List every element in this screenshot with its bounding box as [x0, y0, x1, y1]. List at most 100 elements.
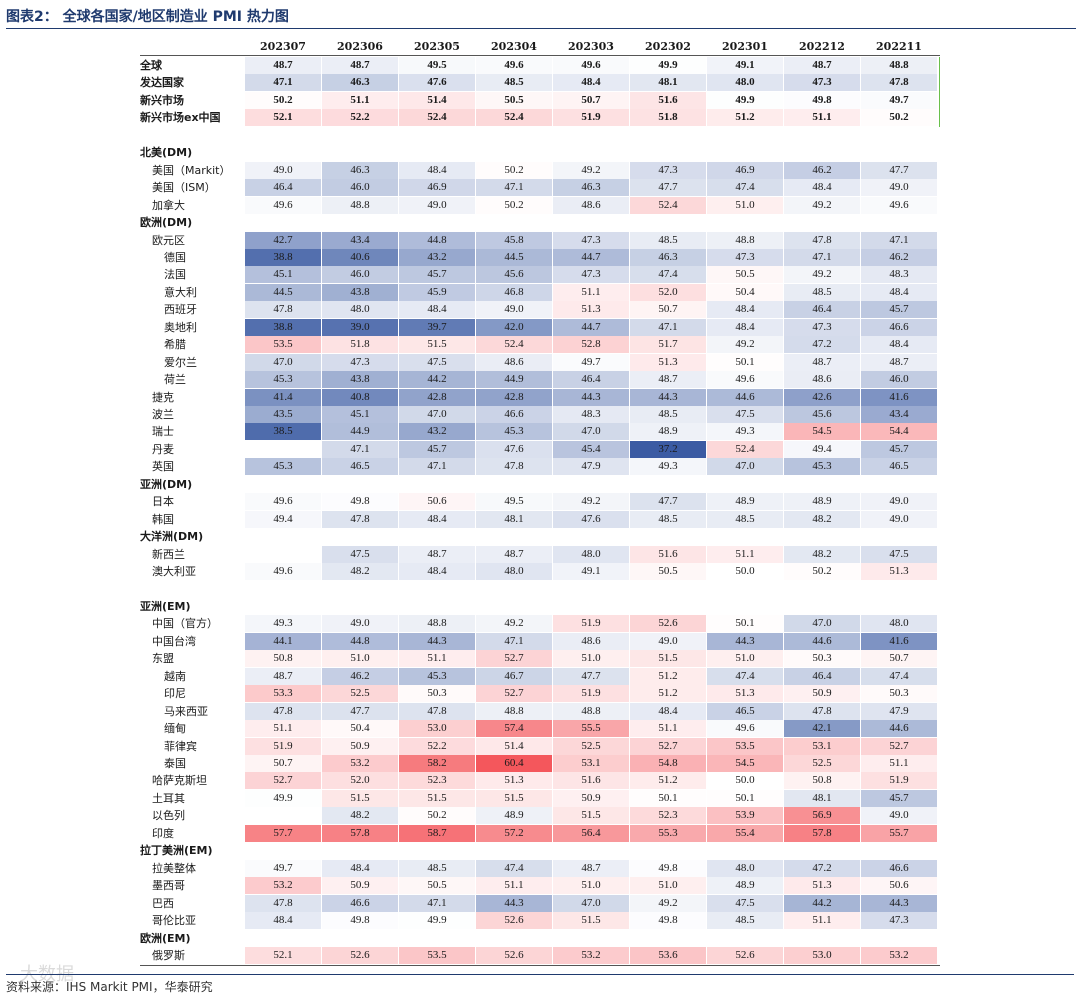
row-label: 新西兰 [152, 547, 185, 561]
row-label: 奥地利 [164, 320, 197, 334]
heatmap-cell: 48.9 [630, 423, 706, 441]
heatmap-cell: 45.3 [476, 423, 552, 441]
heatmap-cell: 47.8 [476, 458, 552, 476]
row-label: 哥伦比亚 [152, 914, 196, 928]
heatmap-cell: 49.0 [861, 807, 937, 825]
heatmap-cell: 49.8 [322, 912, 398, 930]
heatmap-cell: 48.8 [399, 615, 475, 633]
heatmap-cell: 47.5 [861, 545, 937, 563]
heatmap-cell: 47.3 [630, 161, 706, 179]
heatmap-cell: 50.2 [476, 161, 552, 179]
row-label: 德国 [164, 250, 186, 264]
heatmap-cell: 48.4 [784, 179, 860, 197]
heatmap-cell: 48.7 [245, 667, 321, 685]
heatmap-cell: 48.7 [861, 353, 937, 371]
heatmap-cell: 48.2 [784, 510, 860, 528]
heatmap-cell: 44.3 [553, 388, 629, 406]
heatmap-cell: 51.1 [861, 755, 937, 772]
row-label: 大洋洲(DM) [140, 530, 204, 544]
heatmap-cell: 50.8 [245, 650, 321, 668]
heatmap-cell: 47.3 [784, 318, 860, 336]
heatmap-cell: 46.0 [322, 266, 398, 284]
heatmap-cell: 48.0 [476, 563, 552, 581]
heatmap-cell: 47.0 [399, 406, 475, 423]
heatmap-cell: 57.8 [322, 824, 398, 842]
heatmap-cell: 52.0 [322, 772, 398, 790]
row-label: 马来西亚 [164, 704, 208, 718]
row-label: 丹麦 [152, 442, 174, 456]
heatmap-cell: 48.4 [707, 301, 783, 319]
heatmap-cell: 50.9 [784, 685, 860, 703]
heatmap-cell: 51.8 [630, 109, 706, 127]
heatmap-cell: 47.7 [553, 667, 629, 685]
heatmap-cell: 47.4 [707, 667, 783, 685]
heatmap-cell: 44.9 [476, 371, 552, 389]
heatmap-cell: 51.5 [553, 807, 629, 825]
heatmap-cell: 56.9 [784, 807, 860, 825]
heatmap-cell: 51.1 [245, 720, 321, 738]
column-header-202304: 202304 [491, 40, 537, 53]
heatmap-cell: 52.7 [245, 772, 321, 790]
row-label: 亚洲(DM) [140, 477, 193, 491]
heatmap-cell: 44.6 [707, 388, 783, 406]
heatmap-cell: 50.3 [861, 685, 937, 703]
heatmap-cell: 52.6 [322, 946, 398, 964]
heatmap-cell [245, 807, 321, 824]
heatmap-cell: 48.0 [707, 859, 783, 877]
heatmap-cell: 45.3 [399, 667, 475, 685]
heatmap-cell: 38.8 [245, 248, 321, 266]
heatmap-cell: 47.1 [476, 179, 552, 197]
heatmap-cell: 51.5 [553, 912, 629, 930]
heatmap-cell: 50.2 [784, 563, 860, 581]
heatmap-cell: 51.9 [553, 615, 629, 633]
heatmap-cell: 51.0 [707, 196, 783, 214]
row-label: 印尼 [164, 687, 186, 701]
heatmap-cell: 46.0 [861, 371, 937, 389]
heatmap-cell: 53.2 [861, 946, 937, 964]
row-label: 瑞士 [152, 425, 174, 439]
heatmap-cell: 52.3 [399, 772, 475, 790]
heatmap-cell: 54.8 [630, 755, 706, 772]
heatmap-cell: 46.7 [476, 667, 552, 685]
heatmap-cell: 43.8 [322, 283, 398, 301]
heatmap-cell: 49.0 [322, 615, 398, 633]
heatmap-cell: 49.7 [861, 91, 937, 109]
source-note: 资料来源：IHS Markit PMI，华泰研究 [6, 980, 213, 994]
heatmap-cell: 48.4 [861, 283, 937, 301]
heatmap-cell: 49.6 [553, 57, 629, 74]
heatmap-cell: 49.7 [553, 353, 629, 371]
heatmap-cell: 52.2 [399, 737, 475, 755]
heatmap-cell: 49.2 [553, 493, 629, 511]
heatmap-cell: 51.0 [553, 877, 629, 895]
heatmap-cell: 52.4 [630, 196, 706, 214]
heatmap-cell: 42.6 [784, 388, 860, 406]
heatmap-cell: 49.5 [476, 493, 552, 511]
row-label: 爱尔兰 [164, 355, 197, 369]
row-label: 印度 [152, 826, 174, 840]
heatmap-cell: 48.5 [630, 406, 706, 423]
heatmap-cell: 48.6 [553, 196, 629, 214]
heatmap-cell: 49.0 [861, 510, 937, 528]
heatmap-cell: 53.0 [399, 720, 475, 738]
row-label: 波兰 [152, 408, 174, 421]
heatmap-cell [245, 441, 321, 458]
heatmap-cell: 51.9 [861, 772, 937, 790]
heatmap-cell: 52.4 [476, 336, 552, 354]
heatmap-cell: 47.3 [553, 266, 629, 284]
column-header-202307: 202307 [260, 40, 306, 53]
heatmap-cell: 50.9 [322, 877, 398, 895]
row-label: 意大利 [164, 285, 197, 299]
heatmap-cell: 47.1 [784, 248, 860, 266]
heatmap-cell: 51.4 [476, 737, 552, 755]
heatmap-cell: 52.6 [630, 615, 706, 633]
row-label: 全球 [140, 59, 162, 72]
heatmap-cell: 45.7 [861, 789, 937, 807]
heatmap-cell: 50.1 [630, 789, 706, 807]
heatmap-cell: 47.1 [476, 632, 552, 650]
heatmap-cell: 46.5 [861, 458, 937, 476]
heatmap-cell: 47.4 [861, 667, 937, 685]
row-label: 缅甸 [164, 722, 186, 736]
heatmap-cell: 54.4 [861, 423, 937, 441]
heatmap-cell: 49.0 [399, 196, 475, 214]
